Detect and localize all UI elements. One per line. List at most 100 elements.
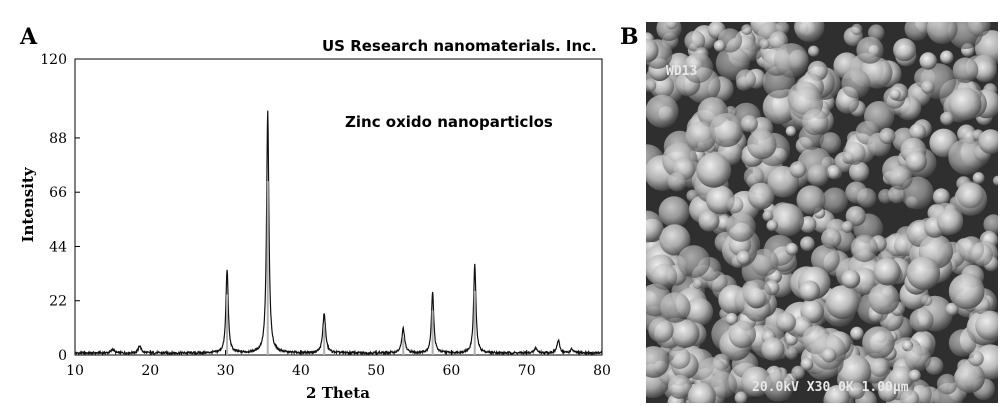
sem-particle (849, 161, 870, 182)
sem-particle (887, 185, 906, 204)
sem-particle (851, 23, 863, 36)
sem-particle (687, 382, 716, 403)
sem-particle (740, 115, 758, 133)
sem-particle (975, 310, 998, 341)
sem-particle (869, 357, 889, 377)
sem-micrograph: WD13 20.0kV X30.0K 1.00μm (646, 22, 998, 403)
sem-particle (741, 24, 753, 35)
sem-particle (992, 175, 998, 186)
sem-particle (646, 346, 670, 378)
sem-particle (677, 245, 711, 278)
sem-particle (785, 242, 799, 256)
sem-particle (954, 362, 985, 393)
sem-particle (972, 172, 985, 184)
sem-particle (646, 210, 664, 243)
x-tick-label: 70 (518, 363, 536, 379)
panel-letter-a: A (19, 24, 38, 50)
sem-particle (968, 242, 993, 267)
sem-particle (800, 236, 815, 251)
sem-particle (796, 185, 826, 215)
sem-particle (920, 80, 935, 94)
sem-particle (845, 206, 866, 227)
x-tick-label: 30 (217, 363, 235, 379)
sem-particle (945, 302, 959, 316)
sem-particle (808, 45, 820, 57)
x-tick-label: 50 (367, 363, 385, 379)
sem-particle (660, 292, 691, 323)
sem-particle (873, 258, 901, 286)
sem-particle (906, 256, 941, 290)
sem-particle (799, 280, 820, 302)
sem-particle (983, 214, 998, 235)
sem-particle (893, 38, 917, 62)
sem-particle (948, 87, 982, 121)
sem-particle (948, 138, 985, 175)
sem-particle (948, 273, 985, 310)
sem-particle (908, 369, 921, 382)
sem-particle (821, 347, 837, 363)
sem-particle (794, 22, 825, 42)
sem-particle (648, 317, 674, 343)
sem-particle (889, 88, 901, 101)
sem-particle (909, 123, 926, 141)
sem-particle (750, 248, 779, 277)
sem-particle (904, 345, 931, 372)
sem-particle (899, 97, 922, 120)
sem-particle (667, 374, 693, 399)
sem-particle (743, 166, 765, 187)
sem-particle (936, 373, 958, 395)
sem-particle (905, 150, 927, 173)
sem-working-distance-label: WD13 (666, 64, 697, 79)
sem-particle (670, 319, 700, 348)
xrd-chart: 0 22 44 66 88 120 10 20 30 40 50 60 70 80 US Researc… (19, 37, 611, 402)
sem-particle (646, 94, 679, 128)
x-tick-label: 40 (292, 363, 310, 379)
sem-particle (956, 181, 984, 209)
x-axis-ticks: 10 20 30 40 50 60 70 80 (66, 350, 611, 379)
sem-particle (763, 371, 794, 402)
peak-highlights (226, 180, 476, 355)
sem-particle (837, 354, 872, 389)
sem-particle (698, 210, 720, 232)
sem-particle (771, 203, 804, 237)
sem-particle (709, 113, 744, 148)
sem-particle (774, 43, 809, 78)
sem-particle (726, 196, 744, 214)
y-tick-label: 44 (49, 239, 67, 255)
sem-particle (978, 129, 998, 154)
sem-particle (821, 187, 849, 214)
sem-particle (659, 224, 691, 256)
sem-particle (921, 294, 933, 306)
x-tick-label: 10 (66, 363, 84, 379)
sem-particle (651, 263, 678, 290)
sem-particle (736, 250, 751, 265)
sem-particle (801, 108, 829, 136)
sem-particle (932, 188, 950, 206)
sem-particle (967, 22, 991, 37)
sem-particle (879, 127, 896, 145)
sem-particle (692, 278, 703, 289)
y-axis-title: Intensity (19, 166, 37, 242)
sem-particle (766, 219, 778, 232)
sem-particle (667, 172, 687, 192)
sem-particle (747, 129, 777, 160)
sem-particle (685, 121, 717, 153)
sem-particles (646, 22, 998, 403)
sem-particle (776, 312, 796, 333)
sem-particle (856, 36, 884, 64)
sem-particle (658, 196, 690, 228)
sem-particle (926, 22, 958, 44)
sem-particle (900, 389, 920, 403)
sem-particle (785, 126, 797, 137)
x-tick-label: 20 (141, 363, 159, 379)
y-tick-label: 22 (49, 294, 67, 310)
sem-particle (684, 30, 706, 52)
sem-particle (850, 234, 879, 263)
y-tick-label: 0 (58, 348, 67, 364)
plot-frame (74, 58, 603, 356)
sem-particle (868, 283, 900, 315)
sem-particle (919, 52, 937, 70)
x-tick-label: 80 (593, 363, 611, 379)
sem-particle (888, 165, 913, 190)
